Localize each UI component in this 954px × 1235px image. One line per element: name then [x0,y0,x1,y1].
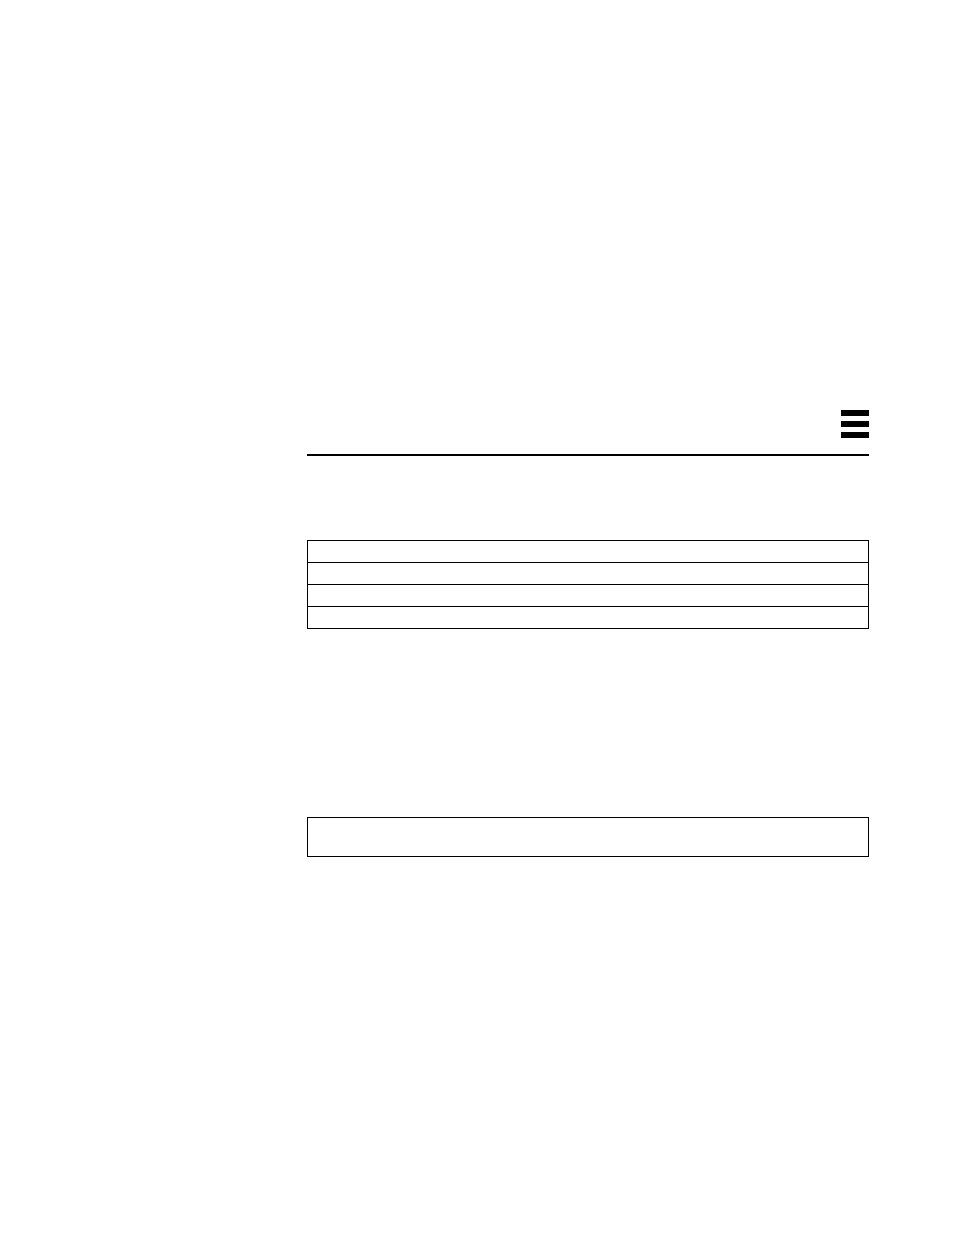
hamburger-bar [841,421,869,427]
horizontal-rule [307,454,869,456]
table-row [308,607,868,629]
table-row [308,563,868,585]
empty-table [307,540,869,629]
table-row [308,541,868,563]
page [0,0,954,1235]
hamburger-icon [841,410,869,438]
empty-box [307,817,869,857]
hamburger-bar [841,410,869,416]
hamburger-bar [841,432,869,438]
table-row [308,585,868,607]
